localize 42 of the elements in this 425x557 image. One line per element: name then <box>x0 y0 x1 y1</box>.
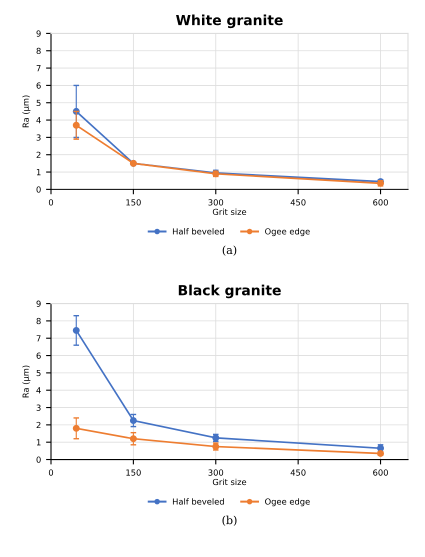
y-tick-label: 8 <box>36 318 41 324</box>
y-tick-label: 5 <box>36 370 41 376</box>
y-tick-label: 7 <box>36 335 41 342</box>
y-tick-label: 3 <box>36 404 41 411</box>
chart-title: Black granite <box>178 284 281 298</box>
legend-label: Ogee edge <box>265 228 310 236</box>
y-tick-label: 8 <box>36 48 41 54</box>
x-tick-label: 150 <box>126 199 141 206</box>
y-tick-label: 1 <box>36 439 41 446</box>
x-tick-label: 600 <box>373 469 388 476</box>
y-tick-label: 4 <box>36 387 41 394</box>
y-tick-label: 5 <box>36 100 41 106</box>
x-tick-label: 600 <box>373 199 388 206</box>
x-axis-title: Grit size <box>212 478 246 486</box>
y-tick-label: 9 <box>36 30 41 37</box>
x-tick-label: 450 <box>290 469 306 476</box>
y-tick-label: 6 <box>36 352 41 359</box>
legend-label: Half beveled <box>172 228 224 235</box>
y-tick-label: 0 <box>36 456 41 463</box>
legend-label: Ogee edge <box>265 498 310 506</box>
text: (b) <box>222 516 237 526</box>
x-axis-title: Grit size <box>212 208 246 216</box>
y-tick-label: 1 <box>36 169 41 176</box>
x-tick-label: 300 <box>208 199 224 206</box>
x-tick-label: 0 <box>48 199 54 206</box>
y-tick-label: 0 <box>36 186 41 193</box>
x-tick-label: 300 <box>208 469 224 476</box>
y-axis-title: Ra (µm) <box>22 95 30 128</box>
legend-label: Half beveled <box>172 498 224 505</box>
x-tick-label: 150 <box>126 469 141 476</box>
x-tick-label: 0 <box>48 469 54 476</box>
text: (a) <box>222 246 236 256</box>
y-axis-title: Ra (µm) <box>22 366 30 398</box>
y-tick-label: 6 <box>36 82 41 89</box>
x-tick-label: 450 <box>290 199 306 206</box>
y-tick-label: 2 <box>36 152 40 158</box>
y-tick-label: 4 <box>36 117 41 124</box>
y-tick-label: 3 <box>36 134 41 141</box>
y-tick-label: 7 <box>36 65 41 72</box>
y-tick-label: 9 <box>36 300 41 307</box>
y-tick-label: 2 <box>36 422 40 428</box>
chart-title: White granite <box>176 14 283 28</box>
